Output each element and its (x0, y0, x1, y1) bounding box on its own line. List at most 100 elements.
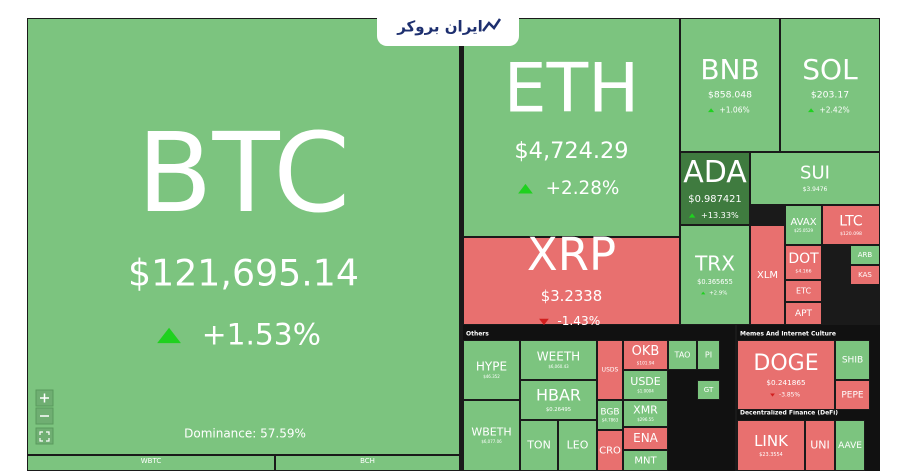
tile-symbol: LINK (754, 432, 789, 450)
tile-symbol: AVAX (790, 217, 816, 228)
tile[interactable] (597, 340, 623, 400)
tile-symbol: WEETH (537, 349, 580, 363)
dominance: Dominance: 57.59% (184, 427, 306, 441)
tile-change: -3.85% (779, 391, 800, 398)
tile[interactable] (697, 380, 720, 400)
tile-symbol: SUI (800, 163, 830, 184)
section-title: Others (466, 331, 489, 338)
tile[interactable] (463, 237, 680, 325)
tile-price: $25.0529 (794, 228, 814, 233)
tile[interactable] (822, 205, 880, 245)
tile-symbol: ARB (858, 251, 873, 259)
tile-change: +2.28% (546, 178, 620, 199)
section-title: Memes And Internet Culture (740, 331, 836, 338)
tile-symbol: SHIB (842, 356, 863, 366)
tile-symbol: CRO (599, 446, 621, 457)
tile-symbol: BTC (137, 109, 350, 237)
tile[interactable] (668, 340, 697, 370)
tile[interactable] (463, 340, 520, 400)
tile-symbol: ENA (633, 431, 659, 445)
tile-change: +2.9% (709, 291, 727, 297)
tile-symbol: ETH (504, 50, 640, 129)
tile-symbol: KAS (858, 271, 872, 279)
tile-price: $1.0004 (637, 389, 654, 394)
tile-price: $120.098 (840, 231, 862, 237)
tile-symbol: PI (705, 351, 712, 360)
tile[interactable] (737, 340, 835, 410)
tile-symbol: WBETH (471, 425, 511, 438)
tile[interactable] (27, 18, 460, 455)
tile[interactable] (850, 245, 880, 265)
tile-price: $46.352 (483, 374, 500, 379)
tile[interactable] (463, 400, 520, 471)
tile[interactable] (680, 18, 780, 152)
tile[interactable] (737, 420, 805, 471)
tile[interactable] (850, 265, 880, 285)
tile[interactable] (785, 280, 822, 302)
tile[interactable] (785, 245, 822, 280)
tile-symbol: USDS (602, 367, 619, 374)
tile[interactable] (520, 420, 558, 471)
arrow-down (539, 318, 549, 326)
tile-price: $6,077.06 (481, 439, 502, 444)
tile-symbol: LEO (567, 439, 589, 452)
tile[interactable] (623, 370, 668, 400)
tile[interactable] (680, 152, 750, 225)
tile[interactable] (780, 18, 880, 152)
tile[interactable] (597, 400, 623, 430)
fullscreen[interactable] (35, 427, 54, 445)
tile[interactable] (750, 152, 880, 205)
tile[interactable] (785, 302, 822, 325)
tile[interactable] (680, 225, 750, 325)
tile[interactable] (623, 340, 668, 370)
tile[interactable] (785, 205, 822, 245)
logo: ایران بروکر (377, 8, 519, 46)
tile-change: -1.43% (557, 314, 600, 328)
tile-price: $858.048 (708, 89, 752, 100)
tile-price: $203.17 (811, 89, 849, 100)
tile-price: $101.94 (637, 360, 655, 366)
tile[interactable] (697, 340, 720, 370)
tile[interactable] (835, 420, 865, 471)
arrow-up (518, 183, 533, 194)
arrow-up (701, 291, 706, 295)
tile-symbol: PEPE (841, 391, 864, 401)
tile-symbol: MNT (634, 456, 657, 467)
tile-symbol: XLM (757, 270, 778, 281)
tile-symbol: ADA (683, 155, 747, 190)
tile[interactable] (750, 225, 785, 325)
tile-symbol: XRP (527, 228, 616, 281)
tile[interactable] (463, 18, 680, 237)
arrow-up (708, 108, 715, 113)
tile[interactable] (558, 420, 597, 471)
tile-price: $0.365655 (697, 278, 733, 286)
logo-icon (482, 18, 502, 32)
tile-symbol: WBTC (141, 457, 162, 465)
tile-price: $23.3554 (759, 452, 783, 458)
arrow-down (770, 393, 775, 397)
arrow-up (157, 327, 181, 344)
tile-symbol: HYPE (476, 359, 507, 373)
tile[interactable] (520, 380, 597, 420)
tile-symbol: BGB (600, 407, 619, 417)
tile-price: $3.9476 (803, 186, 828, 193)
tile-price: $296.55 (637, 417, 654, 422)
tile-symbol: TON (526, 439, 551, 452)
tile-symbol: USDE (630, 375, 661, 388)
tile[interactable] (520, 340, 597, 380)
tile-change: +1.06% (719, 105, 749, 114)
tile-price: $4,724.29 (514, 138, 628, 164)
logo-box (377, 8, 519, 46)
tile-symbol: TAO (674, 351, 691, 360)
zoom-controls (35, 389, 54, 445)
tile-change: +2.42% (819, 105, 849, 114)
tile-price: $4.7863 (602, 418, 619, 423)
tile[interactable] (835, 340, 870, 380)
tile[interactable] (835, 380, 870, 410)
tile[interactable] (623, 427, 668, 450)
tile-symbol: XMR (633, 403, 658, 416)
tile-price: $121,695.14 (128, 252, 359, 295)
tile[interactable] (623, 400, 668, 427)
arrow-up (808, 108, 815, 113)
